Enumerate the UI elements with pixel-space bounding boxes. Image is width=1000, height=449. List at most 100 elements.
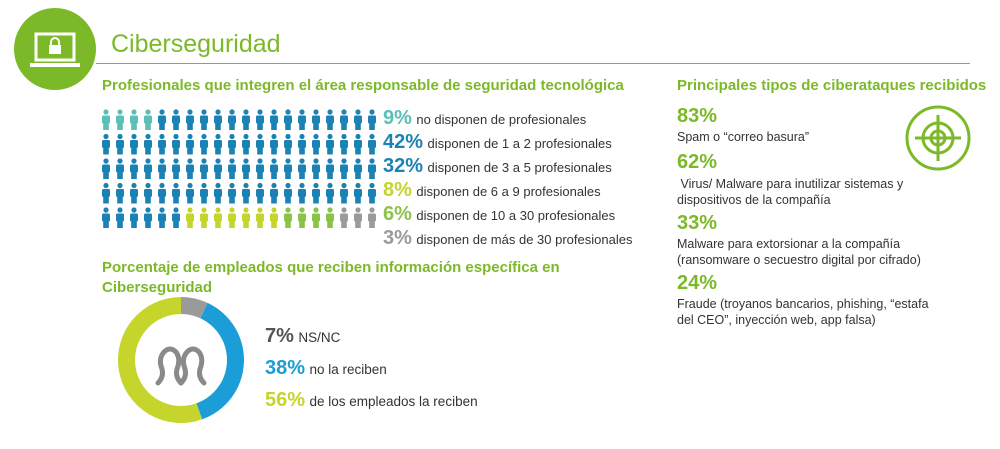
person-icon [102, 158, 110, 179]
attack-pct: 83% [677, 105, 718, 127]
attack-label: Fraude (troyanos bancarios, phishing, “e… [677, 297, 929, 311]
attack-pct: 62% [677, 151, 718, 173]
page-title: Ciberseguridad [111, 30, 281, 58]
person-icon [144, 109, 152, 130]
employees-title-line2: Ciberseguridad [102, 279, 213, 296]
stat-row: 32% disponen de 3 a 5 profesionales [383, 154, 612, 178]
person-icon [354, 182, 362, 204]
person-icon [102, 182, 110, 204]
header-badge [14, 8, 96, 90]
person-icon [284, 207, 292, 228]
employees-title-line1: Porcentaje de empleados que reciben info… [102, 259, 560, 276]
person-icon [326, 133, 334, 155]
legend-label: de los empleados la reciben [309, 394, 478, 409]
person-icon [228, 207, 236, 228]
person-icon [116, 133, 124, 155]
person-icon [116, 158, 124, 179]
stat-row: 42% disponen de 1 a 2 profesionales [383, 130, 612, 154]
person-icon [144, 207, 152, 228]
person-icon [144, 182, 152, 204]
person-icon [312, 109, 320, 130]
stat-row: 6% disponen de 10 a 30 profesionales [383, 202, 615, 226]
person-icon [270, 133, 278, 155]
person-icon [354, 158, 362, 179]
attack-pct: 33% [677, 212, 718, 234]
person-icon [172, 182, 180, 204]
people-icon [155, 346, 207, 386]
attack-label: Virus/ Malware para inutilizar sistemas … [677, 177, 904, 191]
person-icon [242, 158, 250, 179]
employees-title: Porcentaje de empleados que reciben info… [102, 258, 560, 298]
person-icon [186, 182, 194, 204]
legend-row: 56% de los empleados la reciben [265, 386, 478, 416]
attack-label: Malware para extorsionar a la compañía [677, 237, 901, 251]
person-icon [242, 182, 250, 204]
attack-label: del CEO”, inyección web, app falsa) [677, 313, 876, 327]
person-icon [340, 158, 348, 179]
person-icon [284, 109, 292, 130]
person-icon [298, 109, 306, 130]
legend-row: 7% NS/NC [265, 322, 340, 352]
person-icon [214, 133, 222, 155]
person-icon [368, 182, 376, 204]
person-icon [242, 133, 250, 155]
person-icon [214, 207, 222, 228]
person-icon [172, 207, 180, 228]
person-icon [368, 109, 376, 130]
person-icon [116, 182, 124, 204]
person-icon [228, 182, 236, 204]
attack-label: dispositivos de la compañía [677, 193, 831, 207]
person-icon [256, 109, 264, 130]
person-icon [354, 109, 362, 130]
employees-donut-chart [118, 297, 244, 423]
stat-label: disponen de más de 30 profesionales [416, 232, 633, 247]
person-icon [130, 133, 138, 155]
stat-pct: 6% [383, 203, 412, 225]
person-icon [326, 158, 334, 179]
person-icon [312, 158, 320, 179]
target-icon [905, 105, 971, 171]
person-icon [326, 109, 334, 130]
stat-pct: 32% [383, 155, 424, 177]
attacks-title: Principales tipos de ciberataques recibi… [677, 77, 987, 94]
person-icon [200, 182, 208, 204]
person-icon [102, 109, 110, 130]
person-icon [172, 133, 180, 155]
stat-pct: 3% [383, 227, 412, 249]
person-icon [354, 207, 362, 228]
person-icon [200, 109, 208, 130]
person-icon [256, 133, 264, 155]
attack-label: (ransomware o secuestro digital por cifr… [677, 253, 921, 267]
person-icon [256, 207, 264, 228]
attack-pct: 24% [677, 272, 718, 294]
person-icon [270, 158, 278, 179]
attack-label: Spam o “correo basura” [677, 130, 810, 144]
person-icon [144, 133, 152, 155]
person-icon [214, 158, 222, 179]
person-icon [242, 109, 250, 130]
person-icon [284, 182, 292, 204]
person-icon [172, 109, 180, 130]
people-grid-icon [102, 109, 376, 228]
person-icon [186, 109, 194, 130]
legend-pct: 56% [265, 389, 306, 411]
person-icon [158, 182, 166, 204]
stat-label: disponen de 10 a 30 profesionales [416, 208, 616, 223]
person-icon [186, 158, 194, 179]
stat-label: disponen de 3 a 5 profesionales [427, 160, 612, 175]
person-icon [326, 207, 334, 228]
stat-row: 8% disponen de 6 a 9 profesionales [383, 178, 601, 202]
stat-pct: 9% [383, 107, 412, 129]
person-icon [256, 182, 264, 204]
person-icon [312, 182, 320, 204]
stat-row: 3% disponen de más de 30 profesionales [383, 226, 632, 250]
person-icon [298, 182, 306, 204]
stat-pct: 42% [383, 131, 424, 153]
person-icon [186, 207, 194, 228]
person-icon [270, 182, 278, 204]
person-icon [340, 133, 348, 155]
legend-pct: 7% [265, 325, 294, 347]
person-icon [158, 109, 166, 130]
person-icon [270, 109, 278, 130]
stat-label: disponen de 6 a 9 profesionales [416, 184, 601, 199]
